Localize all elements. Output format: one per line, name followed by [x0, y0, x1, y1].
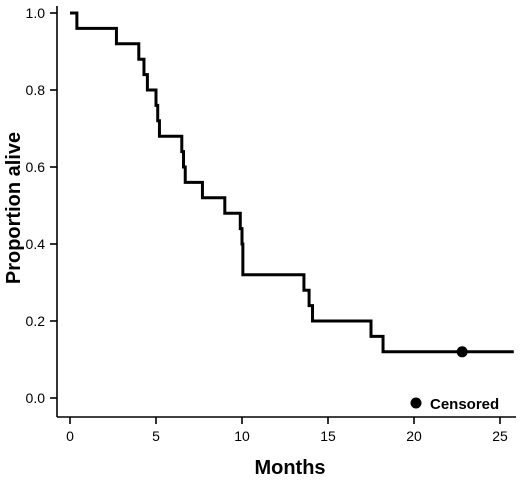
- legend-censored-marker: [410, 397, 422, 409]
- x-tick-label: 15: [320, 428, 336, 444]
- legend-censored-label: Censored: [430, 396, 499, 413]
- survival-curve: [70, 11, 514, 354]
- censored-marker: [456, 346, 468, 358]
- y-tick-label: 0.4: [26, 236, 46, 252]
- x-tick-label: 20: [406, 428, 422, 444]
- y-tick-label: 0.2: [26, 313, 46, 329]
- x-axis-title: Months: [254, 457, 325, 479]
- x-axis-ticks: 0 5 10 15 20 25: [66, 417, 508, 444]
- x-tick-label: 10: [234, 428, 250, 444]
- y-axis-title: Proportion alive: [3, 132, 25, 284]
- curve-layer: [70, 11, 514, 358]
- y-tick-label: 0.6: [26, 159, 46, 175]
- legend: Censored: [410, 396, 499, 413]
- y-axis-ticks: 0.0 0.2 0.4 0.6 0.8 1.0: [26, 5, 57, 406]
- x-tick-label: 0: [66, 428, 74, 444]
- x-tick-label: 25: [492, 428, 508, 444]
- y-tick-label: 0.0: [26, 390, 46, 406]
- x-tick-label: 5: [152, 428, 160, 444]
- y-tick-label: 1.0: [26, 5, 46, 21]
- y-tick-label: 0.8: [26, 82, 46, 98]
